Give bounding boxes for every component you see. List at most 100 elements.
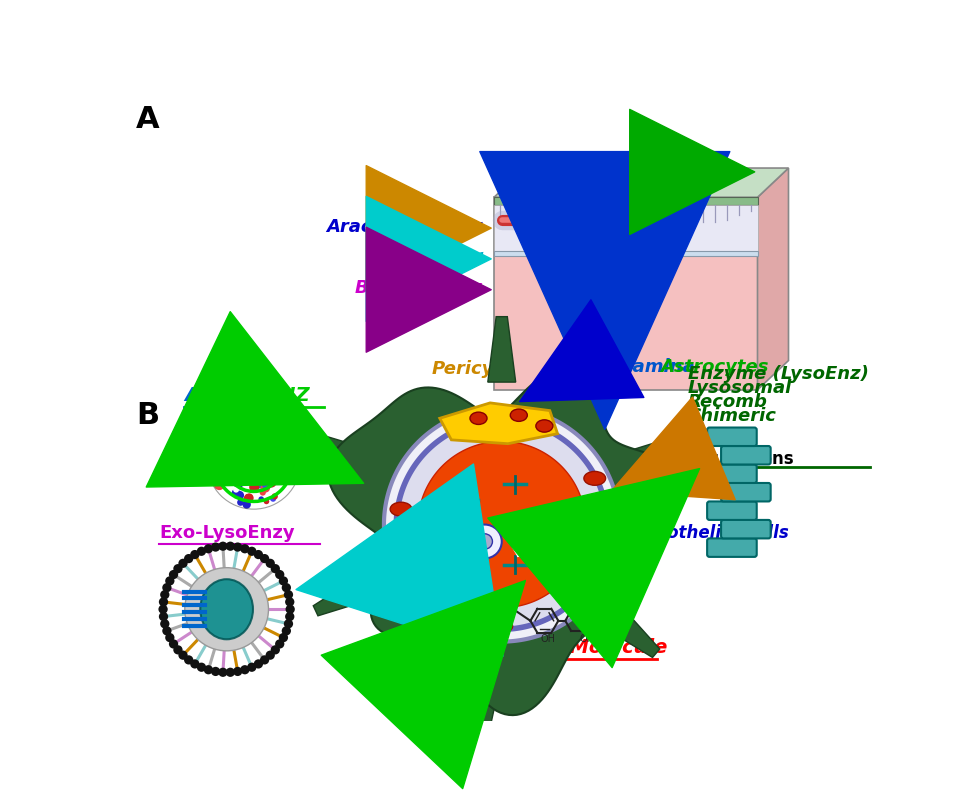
- Circle shape: [190, 659, 199, 668]
- Circle shape: [245, 460, 256, 471]
- Text: OH: OH: [579, 634, 594, 645]
- Text: B: B: [136, 401, 159, 430]
- Circle shape: [256, 496, 265, 505]
- Circle shape: [244, 458, 252, 466]
- Circle shape: [279, 633, 288, 642]
- Circle shape: [280, 433, 285, 439]
- Circle shape: [225, 446, 233, 455]
- Circle shape: [215, 454, 221, 460]
- Text: Chimeric: Chimeric: [688, 407, 777, 424]
- Circle shape: [224, 462, 230, 469]
- Circle shape: [241, 472, 249, 480]
- Circle shape: [232, 448, 242, 458]
- Circle shape: [184, 554, 193, 563]
- Circle shape: [233, 667, 242, 676]
- Circle shape: [247, 440, 254, 447]
- Circle shape: [174, 564, 183, 573]
- Circle shape: [271, 455, 281, 464]
- Circle shape: [265, 559, 275, 568]
- Circle shape: [249, 458, 259, 467]
- Circle shape: [275, 486, 284, 495]
- Circle shape: [260, 489, 265, 496]
- Text: Small Molecule: Small Molecule: [502, 638, 668, 657]
- Text: A: A: [136, 105, 159, 134]
- Circle shape: [251, 460, 257, 466]
- Circle shape: [204, 665, 213, 675]
- Circle shape: [237, 462, 247, 471]
- Circle shape: [270, 564, 280, 573]
- Circle shape: [255, 435, 261, 441]
- Circle shape: [251, 459, 259, 467]
- Circle shape: [179, 650, 187, 660]
- Circle shape: [252, 463, 260, 471]
- Circle shape: [241, 436, 248, 442]
- Ellipse shape: [536, 420, 552, 433]
- Circle shape: [229, 434, 238, 442]
- Circle shape: [239, 466, 248, 475]
- Circle shape: [282, 583, 291, 592]
- Circle shape: [278, 446, 289, 456]
- Circle shape: [286, 604, 295, 614]
- Circle shape: [235, 461, 245, 471]
- Circle shape: [258, 464, 265, 471]
- Text: Recomb: Recomb: [688, 393, 768, 411]
- Circle shape: [251, 472, 260, 480]
- Circle shape: [231, 433, 242, 442]
- Circle shape: [584, 535, 605, 557]
- Ellipse shape: [491, 620, 512, 633]
- Polygon shape: [475, 665, 504, 732]
- Circle shape: [190, 550, 199, 559]
- Circle shape: [159, 597, 168, 607]
- Circle shape: [271, 450, 280, 459]
- Circle shape: [243, 480, 253, 489]
- Circle shape: [249, 458, 256, 464]
- Circle shape: [270, 468, 275, 473]
- Circle shape: [241, 472, 250, 482]
- Circle shape: [225, 542, 235, 551]
- Circle shape: [252, 463, 261, 471]
- Ellipse shape: [460, 414, 481, 428]
- Circle shape: [159, 612, 168, 621]
- Circle shape: [291, 466, 299, 474]
- Circle shape: [282, 626, 291, 636]
- Circle shape: [267, 463, 274, 470]
- Circle shape: [248, 450, 258, 461]
- Circle shape: [243, 455, 251, 463]
- FancyBboxPatch shape: [721, 520, 771, 539]
- Circle shape: [264, 430, 271, 438]
- Circle shape: [244, 496, 250, 502]
- FancyBboxPatch shape: [708, 464, 756, 483]
- Circle shape: [247, 458, 258, 469]
- Circle shape: [215, 461, 221, 467]
- Circle shape: [256, 447, 263, 454]
- Circle shape: [197, 663, 206, 671]
- Circle shape: [279, 468, 285, 474]
- Circle shape: [184, 655, 193, 664]
- Circle shape: [197, 547, 206, 556]
- Circle shape: [252, 462, 257, 467]
- Circle shape: [253, 424, 261, 433]
- Polygon shape: [317, 435, 378, 477]
- Circle shape: [262, 482, 269, 488]
- Circle shape: [259, 497, 264, 502]
- Polygon shape: [328, 367, 686, 715]
- Circle shape: [231, 488, 240, 497]
- Circle shape: [184, 568, 268, 650]
- Circle shape: [253, 426, 259, 433]
- Text: AAV-: AAV-: [184, 386, 235, 405]
- Circle shape: [279, 576, 288, 586]
- Circle shape: [275, 570, 284, 579]
- Circle shape: [165, 633, 175, 642]
- Circle shape: [227, 424, 235, 433]
- Circle shape: [211, 667, 221, 676]
- Ellipse shape: [422, 590, 443, 604]
- Text: Brain Cortex: Brain Cortex: [355, 279, 482, 297]
- Circle shape: [244, 437, 255, 449]
- Circle shape: [477, 534, 493, 549]
- Circle shape: [249, 458, 255, 464]
- Circle shape: [215, 465, 225, 475]
- Circle shape: [247, 458, 257, 468]
- Circle shape: [245, 457, 252, 464]
- Ellipse shape: [584, 471, 605, 485]
- Circle shape: [259, 462, 267, 470]
